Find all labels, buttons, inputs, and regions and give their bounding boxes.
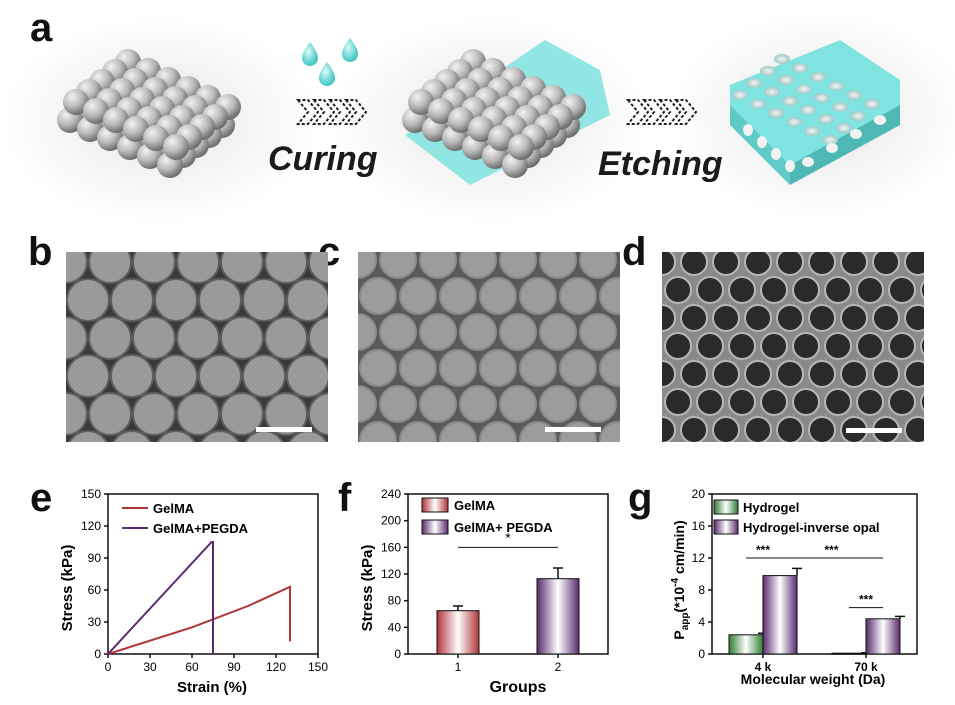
y-tick-label: 60 [88,583,102,597]
legend-label: GelMA+PEGDA [153,521,249,536]
panel-label-g: g [628,476,653,520]
y-tick-label: 20 [692,487,706,501]
x-tick-label: 150 [308,660,328,674]
y-tick-label: 0 [394,647,401,661]
x-tick-label: 120 [266,660,286,674]
y-label-unit: cm/min) [671,520,687,578]
sem-image-hydrogel [358,252,620,442]
bar-group-2 [536,578,580,655]
x-tick-label: 70 k [854,660,878,674]
curing-label: Curing [268,140,378,178]
schematic-diagram [0,10,955,225]
x-tick-label: 2 [555,660,562,674]
water-drops-icon [302,38,358,86]
y-label-rest: (*10 [671,587,687,613]
permeability-bar-chart: Papp(*10-4 cm/min) Molecular weight (Da)… [670,487,918,687]
legend-swatch [713,519,739,535]
panel-label-b: b [28,230,53,274]
bar-inverse-opal [865,618,901,655]
y-label-main: P [671,630,687,639]
cured-hydrogel-template [402,40,610,185]
y-tick-label: 0 [698,647,705,661]
panel-label-a: a [30,6,53,50]
legend-label: Hydrogel-inverse opal [743,520,880,535]
stress-bar-chart: Stress (kPa) Groups 0 40 80 120 160 200 240 1 Ge… [359,487,609,696]
legend-label: GelMA+ PEGDA [454,520,553,535]
bar-hydrogel [831,652,867,655]
x-tick-label: 90 [227,660,241,674]
legend-label: GelMA [153,501,195,516]
y-tick-label: 40 [388,620,402,634]
arrow-icon [295,99,368,125]
legend-swatch [421,497,449,513]
y-tick-label: 150 [81,487,101,501]
series-line-gelma-pegda [107,541,214,655]
arrow-icon [625,99,698,125]
panel-label-d: d [622,230,647,274]
y-label-sub: app [680,613,691,631]
significance-marker: *** [824,543,838,557]
panel-label-e: e [30,476,53,520]
colloidal-crystal-template [57,49,241,178]
sem-image-template [66,252,328,442]
y-axis-label: Stress (kPa) [59,545,76,632]
x-tick-label: 1 [455,660,462,674]
x-tick-label: 30 [143,660,157,674]
y-axis-label: Papp(*10-4 cm/min) [670,520,691,639]
series-line-gelma [107,585,291,655]
y-tick-label: 16 [692,519,706,533]
legend-label: Hydrogel [743,500,799,515]
y-tick-label: 12 [692,551,706,565]
panel-label-f: f [338,476,352,520]
legend-swatch [421,519,449,535]
stress-strain-chart: Stress (kPa) Strain (%) 0 30 60 90 120 150 0 30… [59,487,328,696]
y-tick-label: 240 [381,487,401,501]
y-tick-label: 0 [94,647,101,661]
y-tick-label: 120 [81,519,101,533]
bar-group-1 [436,610,480,655]
y-tick-label: 200 [381,514,401,528]
y-tick-label: 120 [381,567,401,581]
x-tick-label: 0 [105,660,112,674]
inverse-opal-structure [730,40,900,185]
significance-marker: *** [756,543,770,557]
bar-inverse-opal [762,575,798,655]
x-axis-label: Strain (%) [177,679,247,696]
y-tick-label: 80 [388,594,402,608]
y-tick-label: 4 [698,615,705,629]
y-tick-label: 30 [88,615,102,629]
y-tick-label: 160 [381,540,401,554]
y-tick-label: 8 [698,583,705,597]
scale-bar [846,428,902,433]
bar-hydrogel [728,634,764,655]
legend-swatch [713,499,739,515]
scale-bar [545,427,601,432]
x-axis-label: Groups [490,679,547,696]
y-label-exp: -4 [670,578,681,587]
x-tick-label: 4 k [755,660,772,674]
y-axis-label: Stress (kPa) [359,545,376,632]
significance-marker: *** [859,593,873,607]
scale-bar [256,427,312,432]
x-tick-label: 60 [185,660,199,674]
legend-label: GelMA [454,498,496,513]
etching-label: Etching [598,145,723,183]
plot-frame [711,493,918,655]
y-tick-label: 90 [88,551,102,565]
significance-marker: * [505,529,511,545]
x-axis-label: Molecular weight (Da) [741,671,886,687]
sem-image-inverse-opal [662,252,924,442]
